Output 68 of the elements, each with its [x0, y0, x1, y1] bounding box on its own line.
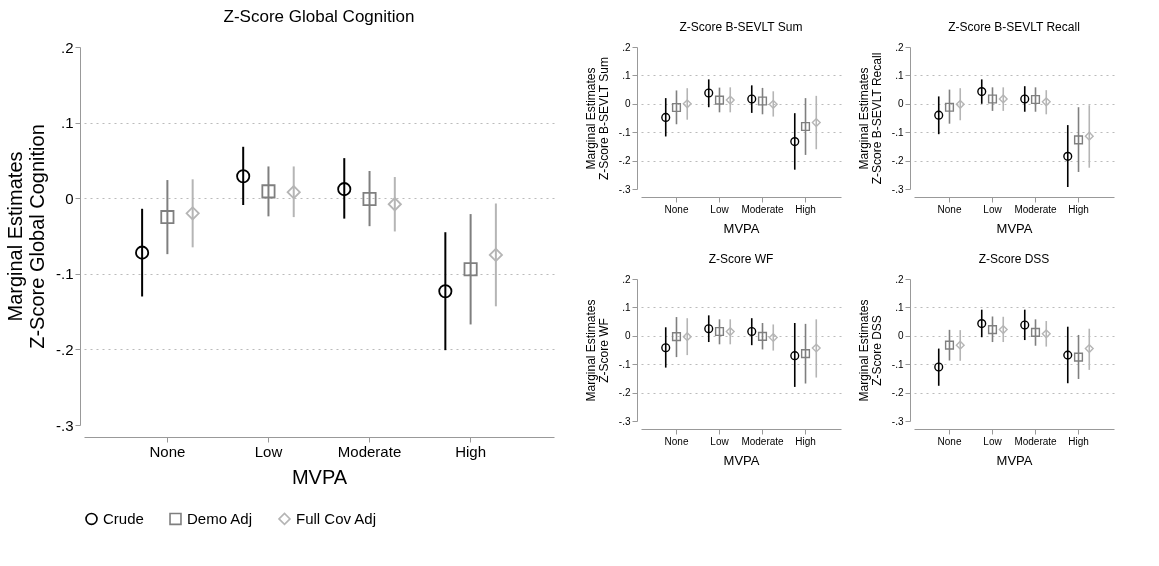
x-tick-label: High — [795, 203, 816, 215]
x-tick-label: Low — [983, 203, 1003, 215]
y-tick-label: -.3 — [891, 415, 904, 427]
y-tick-label: -.2 — [891, 387, 904, 399]
y-tick-label: -.2 — [618, 387, 631, 399]
y-tick-label: 0 — [624, 98, 631, 110]
x-tick-label: High — [795, 435, 816, 447]
y-tick-label: -.3 — [618, 183, 631, 195]
y-tick-label: -.3 — [55, 416, 74, 434]
y-tick-label: -.1 — [618, 126, 631, 138]
y-tick-label: .1 — [60, 114, 74, 132]
x-tick-label: None — [149, 442, 186, 460]
y-tick-label: .2 — [60, 38, 74, 56]
y-tick-label: .2 — [895, 273, 904, 285]
y-tick-label: -.3 — [618, 415, 631, 427]
x-tick-label: Moderate — [741, 203, 785, 215]
chart-title: Z-Score DSS — [978, 252, 1050, 266]
x-axis-title: MVPA — [723, 452, 760, 468]
y-tick-label: 0 — [65, 189, 74, 207]
y-tick-label: -.1 — [891, 358, 904, 370]
y-tick-label: -.1 — [55, 265, 74, 283]
y-axis-title: Marginal Estimates Z-Score B-SEVLT Recall — [856, 52, 884, 185]
x-tick-label: Low — [254, 442, 283, 460]
x-axis-title: MVPA — [996, 220, 1033, 236]
x-tick-label: High — [455, 442, 487, 460]
x-tick-label: High — [1068, 435, 1089, 447]
legend-label: Demo Adj — [187, 509, 253, 527]
x-tick-label: Moderate — [1014, 203, 1058, 215]
y-axis-title: Marginal Estimates Z-Score Global Cognition — [4, 124, 48, 349]
y-tick-label: .1 — [895, 69, 904, 81]
chart-title: Z-Score B-SEVLT Sum — [679, 20, 803, 34]
y-axis-title: Marginal Estimates Z-Score DSS — [856, 299, 884, 402]
y-tick-label: -.1 — [618, 358, 631, 370]
y-tick-label: .1 — [622, 301, 631, 313]
x-tick-label: Low — [710, 435, 730, 447]
chart-title: Z-Score B-SEVLT Recall — [948, 20, 1080, 34]
y-axis-title: Marginal Estimates Z-Score WF — [583, 299, 611, 402]
chart-title: Z-Score Global Cognition — [223, 7, 415, 26]
x-tick-label: None — [937, 203, 962, 215]
x-tick-label: Moderate — [337, 442, 402, 460]
y-tick-label: 0 — [897, 98, 904, 110]
y-axis-title: Marginal Estimates Z-Score B-SEVLT Sum — [583, 57, 611, 180]
x-axis-title: MVPA — [723, 220, 760, 236]
y-tick-label: .2 — [622, 273, 631, 285]
legend-label: Full Cov Adj — [296, 509, 377, 527]
y-tick-label: .2 — [895, 41, 904, 53]
y-tick-label: -.2 — [891, 155, 904, 167]
x-tick-label: High — [1068, 203, 1089, 215]
x-tick-label: Low — [710, 203, 730, 215]
x-tick-label: Moderate — [741, 435, 785, 447]
x-axis-title: MVPA — [291, 465, 348, 488]
legend-label: Crude — [103, 509, 144, 527]
y-tick-label: -.2 — [55, 340, 74, 358]
y-tick-label: 0 — [624, 330, 631, 342]
x-tick-label: None — [937, 435, 962, 447]
y-tick-label: -.2 — [618, 155, 631, 167]
y-tick-label: 0 — [897, 330, 904, 342]
x-axis-title: MVPA — [996, 452, 1033, 468]
y-tick-label: -.1 — [891, 126, 904, 138]
y-tick-label: .1 — [622, 69, 631, 81]
chart-title: Z-Score WF — [708, 252, 774, 266]
x-tick-label: Low — [983, 435, 1003, 447]
y-tick-label: .1 — [895, 301, 904, 313]
x-tick-label: None — [664, 203, 689, 215]
y-tick-label: -.3 — [891, 183, 904, 195]
y-tick-label: .2 — [622, 41, 631, 53]
x-tick-label: None — [664, 435, 689, 447]
x-tick-label: Moderate — [1014, 435, 1058, 447]
